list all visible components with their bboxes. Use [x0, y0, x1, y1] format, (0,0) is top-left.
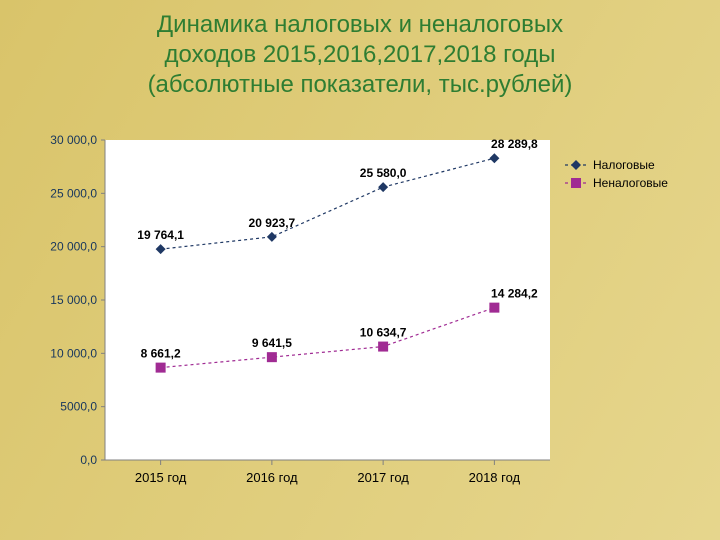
svg-text:10 634,7: 10 634,7: [360, 326, 407, 340]
svg-text:25 000,0: 25 000,0: [50, 186, 97, 200]
svg-text:20 923,7: 20 923,7: [249, 216, 296, 230]
title-line-1: Динамика налоговых и неналоговых: [157, 11, 563, 38]
chart-svg: 0,0 5000,0 10 000,0 15 000,0 20 000,0 25 000,…: [40, 130, 680, 510]
svg-text:20 000,0: 20 000,0: [50, 240, 97, 254]
svg-text:Неналоговые: Неналоговые: [593, 176, 668, 190]
svg-text:28 289,8: 28 289,8: [491, 137, 538, 151]
svg-text:2016 год: 2016 год: [246, 470, 298, 485]
chart-area: 0,0 5000,0 10 000,0 15 000,0 20 000,0 25 000,…: [40, 130, 680, 510]
svg-text:2018 год: 2018 год: [469, 470, 521, 485]
svg-text:19 764,1: 19 764,1: [137, 228, 184, 242]
svg-text:2017 год: 2017 год: [357, 470, 409, 485]
slide-title: Динамика налоговых и неналоговых доходов…: [0, 0, 720, 105]
svg-text:2015 год: 2015 год: [135, 470, 187, 485]
title-line-3: (абсолютные показатели, тыс.рублей): [148, 71, 573, 98]
svg-text:5000,0: 5000,0: [60, 400, 97, 414]
svg-text:10 000,0: 10 000,0: [50, 346, 97, 360]
svg-text:30 000,0: 30 000,0: [50, 133, 97, 147]
svg-text:0,0: 0,0: [80, 453, 97, 467]
svg-text:25 580,0: 25 580,0: [360, 166, 407, 180]
svg-text:8 661,2: 8 661,2: [141, 347, 181, 361]
svg-text:14 284,2: 14 284,2: [491, 287, 538, 301]
svg-text:Налоговые: Налоговые: [593, 158, 655, 172]
title-line-2: доходов 2015,2016,2017,2018 годы: [165, 41, 556, 68]
svg-text:9 641,5: 9 641,5: [252, 336, 292, 350]
svg-text:15 000,0: 15 000,0: [50, 293, 97, 307]
slide: { "title_line1": "Динамика налоговых и н…: [0, 0, 720, 540]
